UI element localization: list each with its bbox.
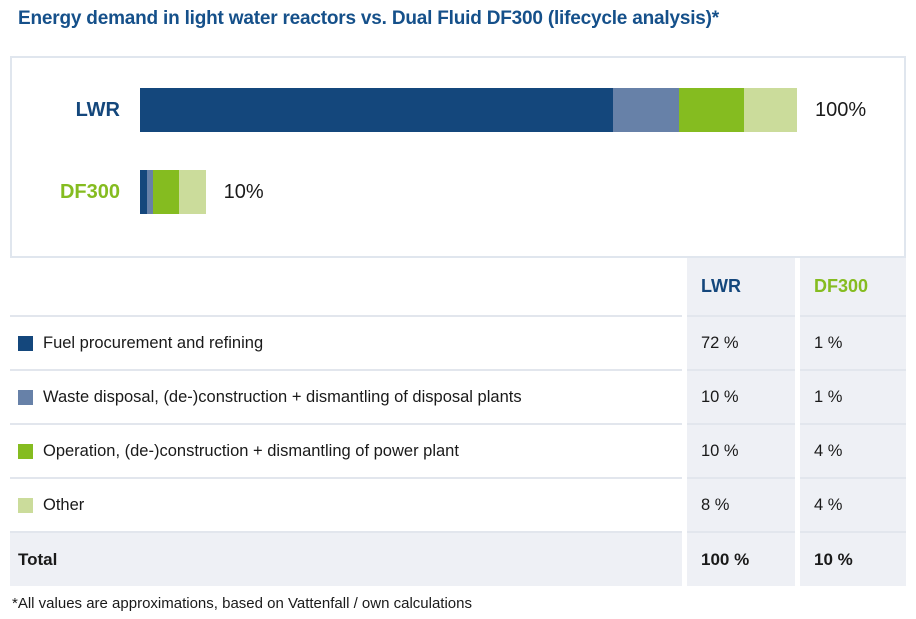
legend-swatch-fuel-procurement — [18, 335, 33, 351]
row-label-text: Other — [43, 495, 85, 514]
table-value-df300: 4 % — [800, 423, 906, 477]
table-header-df300: DF300 — [800, 258, 906, 315]
table-total-df300: 10 % — [800, 531, 906, 586]
bar-segment-waste-disposal — [613, 88, 679, 132]
bar-segment-waste-disposal — [146, 170, 154, 214]
row-label-text: Operation, (de-)construction + dismantli… — [43, 441, 459, 460]
legend-swatch-operation — [18, 443, 33, 459]
table-row-label: Fuel procurement and refining — [10, 315, 682, 369]
legend-swatch-other — [18, 497, 33, 513]
bar-label-lwr: LWR — [75, 98, 120, 121]
bar-row-lwr: LWR 100% — [12, 88, 904, 132]
bar-segment-operation — [153, 170, 180, 214]
page-title: Energy demand in light water reactors vs… — [18, 8, 719, 29]
table-row-label: Other — [10, 477, 682, 531]
table-total-lwr: 100 % — [687, 531, 795, 586]
bar-lwr — [140, 88, 797, 132]
table-row-label: Operation, (de-)construction + dismantli… — [10, 423, 682, 477]
bar-total-label-lwr: 100% — [814, 98, 867, 121]
table-value-df300: 1 % — [800, 315, 906, 369]
bar-total-label-df300: 10% — [223, 180, 264, 203]
bar-segment-operation — [678, 88, 745, 132]
table-total-label: Total — [10, 531, 682, 586]
legend-swatch-waste-disposal — [18, 389, 33, 405]
bar-df300 — [140, 170, 206, 214]
footnote: *All values are approximations, based on… — [12, 595, 472, 612]
chart-panel: LWR 100% DF300 10% — [10, 56, 906, 258]
table-header-empty — [10, 258, 682, 315]
table-value-lwr: 10 % — [687, 423, 795, 477]
bar-segment-other — [744, 88, 797, 132]
bar-segment-other — [179, 170, 206, 214]
table-value-lwr: 8 % — [687, 477, 795, 531]
row-label-text: Waste disposal, (de-)construction + dism… — [43, 387, 522, 406]
legend-data-table: LWR DF300 Fuel procurement and refining … — [10, 258, 906, 586]
bar-segment-fuel-procurement — [140, 170, 147, 214]
table-value-df300: 1 % — [800, 369, 906, 423]
table-value-lwr: 10 % — [687, 369, 795, 423]
table-value-df300: 4 % — [800, 477, 906, 531]
bar-segment-fuel-procurement — [140, 88, 614, 132]
table-row-label: Waste disposal, (de-)construction + dism… — [10, 369, 682, 423]
bar-label-df300: DF300 — [59, 180, 120, 203]
bar-row-df300: DF300 10% — [12, 170, 904, 214]
table-value-lwr: 72 % — [687, 315, 795, 369]
row-label-text: Fuel procurement and refining — [43, 333, 264, 352]
table-header-lwr: LWR — [687, 258, 795, 315]
